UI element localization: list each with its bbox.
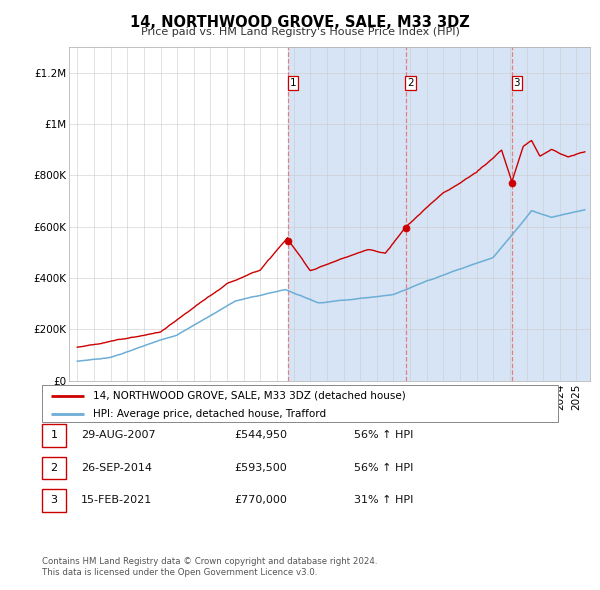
Text: HPI: Average price, detached house, Trafford: HPI: Average price, detached house, Traf… (93, 409, 326, 419)
Text: 26-SEP-2014: 26-SEP-2014 (81, 463, 152, 473)
Text: 14, NORTHWOOD GROVE, SALE, M33 3DZ: 14, NORTHWOOD GROVE, SALE, M33 3DZ (130, 15, 470, 30)
Text: £593,500: £593,500 (234, 463, 287, 473)
Text: 15-FEB-2021: 15-FEB-2021 (81, 496, 152, 505)
Text: 56% ↑ HPI: 56% ↑ HPI (354, 463, 413, 473)
Text: 3: 3 (514, 78, 520, 88)
Text: Price paid vs. HM Land Registry's House Price Index (HPI): Price paid vs. HM Land Registry's House … (140, 27, 460, 37)
Text: 56% ↑ HPI: 56% ↑ HPI (354, 431, 413, 440)
Text: 1: 1 (290, 78, 296, 88)
Bar (512, 47, 590, 381)
Bar (288, 47, 406, 381)
Text: 2: 2 (407, 78, 414, 88)
Bar (406, 47, 512, 381)
Text: 31% ↑ HPI: 31% ↑ HPI (354, 496, 413, 505)
Text: 2: 2 (50, 463, 58, 473)
Text: This data is licensed under the Open Government Licence v3.0.: This data is licensed under the Open Gov… (42, 568, 317, 577)
Text: £544,950: £544,950 (234, 431, 287, 440)
Text: Contains HM Land Registry data © Crown copyright and database right 2024.: Contains HM Land Registry data © Crown c… (42, 558, 377, 566)
Text: 29-AUG-2007: 29-AUG-2007 (81, 431, 155, 440)
Text: 14, NORTHWOOD GROVE, SALE, M33 3DZ (detached house): 14, NORTHWOOD GROVE, SALE, M33 3DZ (deta… (93, 391, 406, 401)
Text: 1: 1 (50, 431, 58, 440)
Text: 3: 3 (50, 496, 58, 505)
Text: £770,000: £770,000 (234, 496, 287, 505)
